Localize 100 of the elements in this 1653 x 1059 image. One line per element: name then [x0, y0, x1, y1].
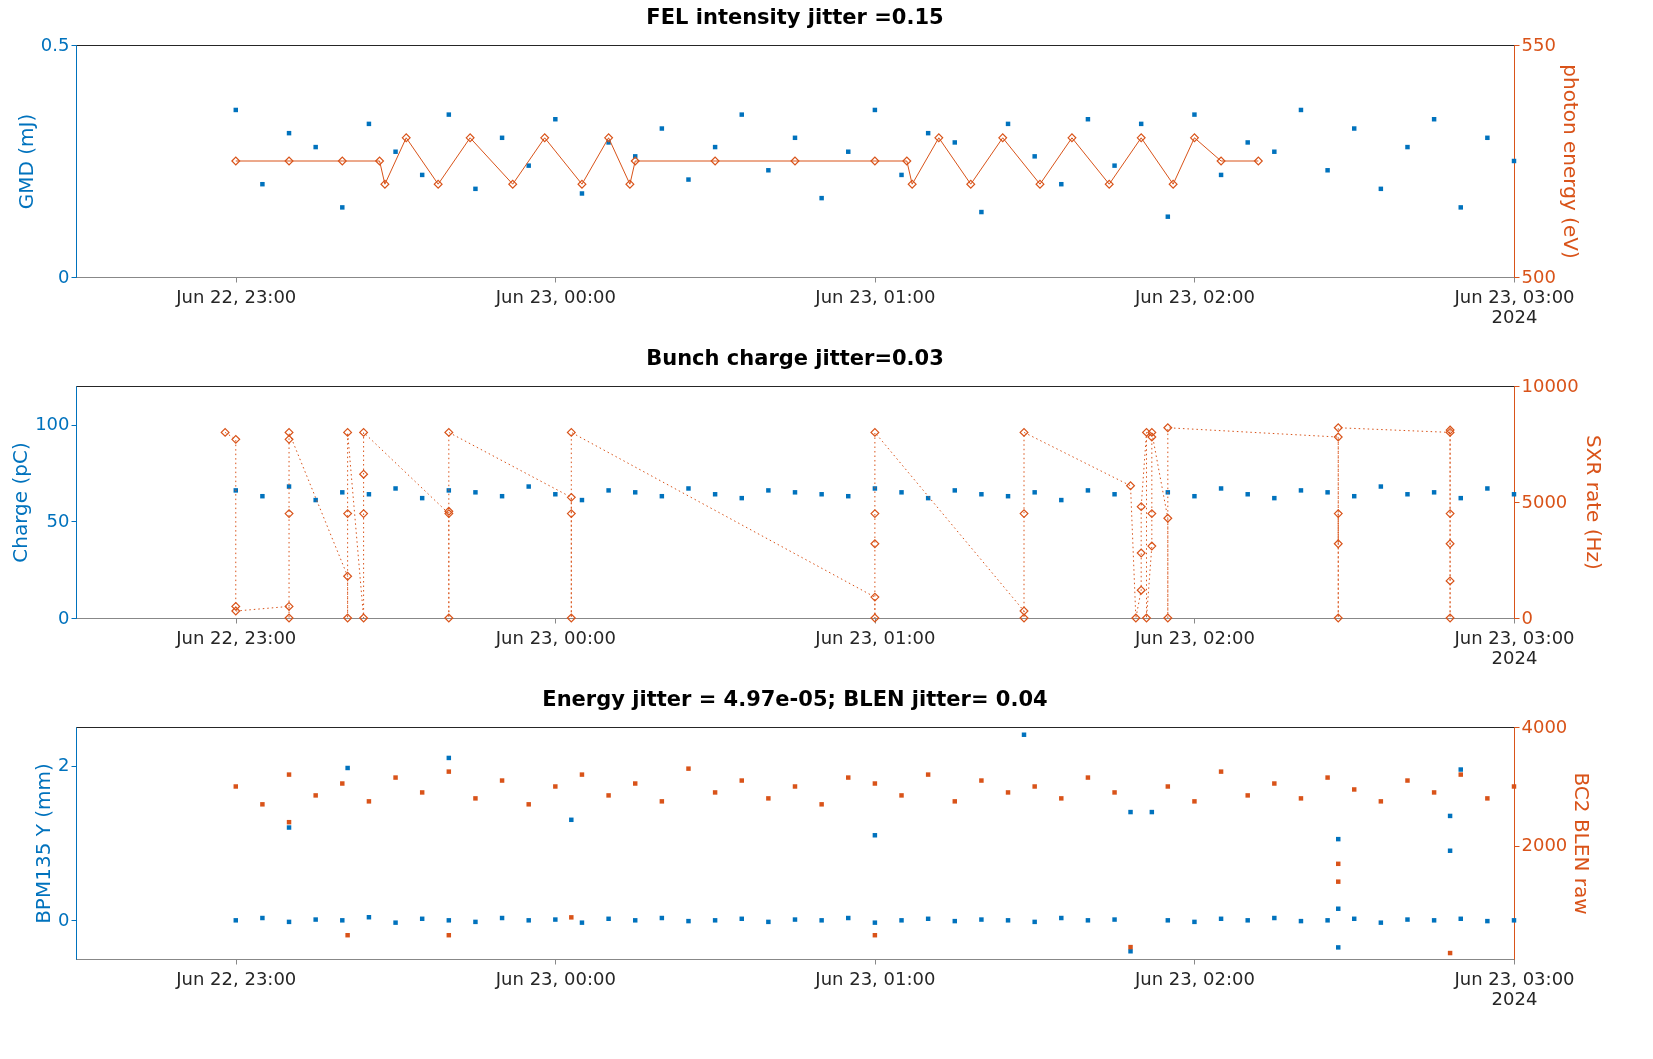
point [846, 775, 851, 780]
y2-axis-title: SXR rate (Hz) [1581, 435, 1606, 570]
point [340, 490, 345, 495]
point [1272, 149, 1277, 154]
point [710, 156, 720, 166]
point [1165, 490, 1171, 495]
point [1218, 486, 1224, 491]
point [393, 486, 398, 491]
point [1192, 493, 1197, 499]
point [231, 156, 241, 166]
point [766, 488, 771, 493]
point [659, 799, 665, 804]
point [1067, 133, 1077, 143]
point [739, 112, 744, 117]
point [1059, 497, 1064, 503]
y2-axis-title: BC2 BLEN raw [1570, 772, 1595, 915]
chart-title: Bunch charge jitter=0.03 [646, 346, 944, 370]
point [1163, 513, 1173, 523]
point [952, 799, 958, 804]
point [1005, 790, 1011, 795]
point [1216, 156, 1226, 166]
point [1298, 488, 1304, 493]
point [231, 434, 241, 444]
point [359, 469, 369, 479]
point [952, 140, 958, 145]
x-tick-label: Jun 23, 03:00 2024 [1453, 285, 1575, 327]
point [1165, 784, 1171, 789]
point [766, 168, 771, 173]
point [359, 427, 369, 437]
point [1333, 509, 1343, 519]
point [380, 179, 390, 189]
point [1298, 796, 1304, 801]
point [446, 488, 452, 493]
y-axis-title: BPM135 Y (mm) [31, 763, 56, 924]
x-tick-label: Jun 22, 23:00 [175, 626, 297, 648]
point [340, 205, 345, 210]
point [766, 796, 771, 801]
point [566, 613, 576, 623]
point [231, 601, 241, 611]
point [366, 492, 372, 497]
point [1511, 492, 1517, 497]
point [340, 781, 345, 786]
point [566, 509, 576, 519]
point [284, 613, 294, 623]
point [366, 799, 372, 804]
point [870, 427, 880, 437]
point [790, 156, 800, 166]
point [526, 802, 531, 807]
point [998, 133, 1008, 143]
point [872, 781, 878, 786]
y-tick-label: 2 [58, 754, 70, 776]
point [979, 209, 984, 215]
point [1336, 879, 1341, 884]
point [286, 772, 292, 777]
point [444, 427, 454, 437]
point [1147, 427, 1157, 437]
y-tick-label: 0 [58, 265, 70, 287]
point [393, 149, 398, 154]
point [870, 539, 880, 549]
point [1085, 775, 1091, 780]
point [1136, 133, 1146, 143]
point [1431, 790, 1437, 795]
point [792, 784, 798, 789]
point [233, 488, 239, 493]
point [579, 772, 585, 777]
point [284, 427, 294, 437]
point [401, 133, 411, 143]
point [1168, 179, 1178, 189]
y-tick-label: 0 [58, 908, 70, 930]
point [846, 149, 851, 154]
point [1032, 784, 1037, 789]
point [1142, 427, 1151, 437]
point [345, 932, 350, 938]
point [1163, 423, 1173, 433]
point [1485, 796, 1490, 801]
point [553, 784, 558, 789]
point [359, 613, 369, 623]
x-tick-label: Jun 23, 02:00 [1133, 285, 1255, 307]
point [1445, 613, 1455, 623]
point [686, 486, 691, 491]
point [473, 796, 478, 801]
point [1485, 486, 1490, 491]
point [1333, 432, 1343, 442]
point [1333, 423, 1343, 433]
point [819, 492, 824, 497]
point [1189, 133, 1199, 143]
point [260, 493, 265, 499]
point [1035, 179, 1045, 189]
point [1192, 112, 1197, 117]
point [1059, 181, 1064, 187]
point [446, 112, 452, 117]
point [553, 117, 558, 122]
point [1019, 613, 1029, 623]
point [966, 179, 976, 189]
point [1351, 787, 1357, 792]
point [343, 571, 353, 581]
x-tick-label: Jun 23, 03:00 2024 [1453, 626, 1575, 668]
point [313, 144, 318, 150]
point [233, 784, 239, 789]
point [1126, 481, 1136, 491]
